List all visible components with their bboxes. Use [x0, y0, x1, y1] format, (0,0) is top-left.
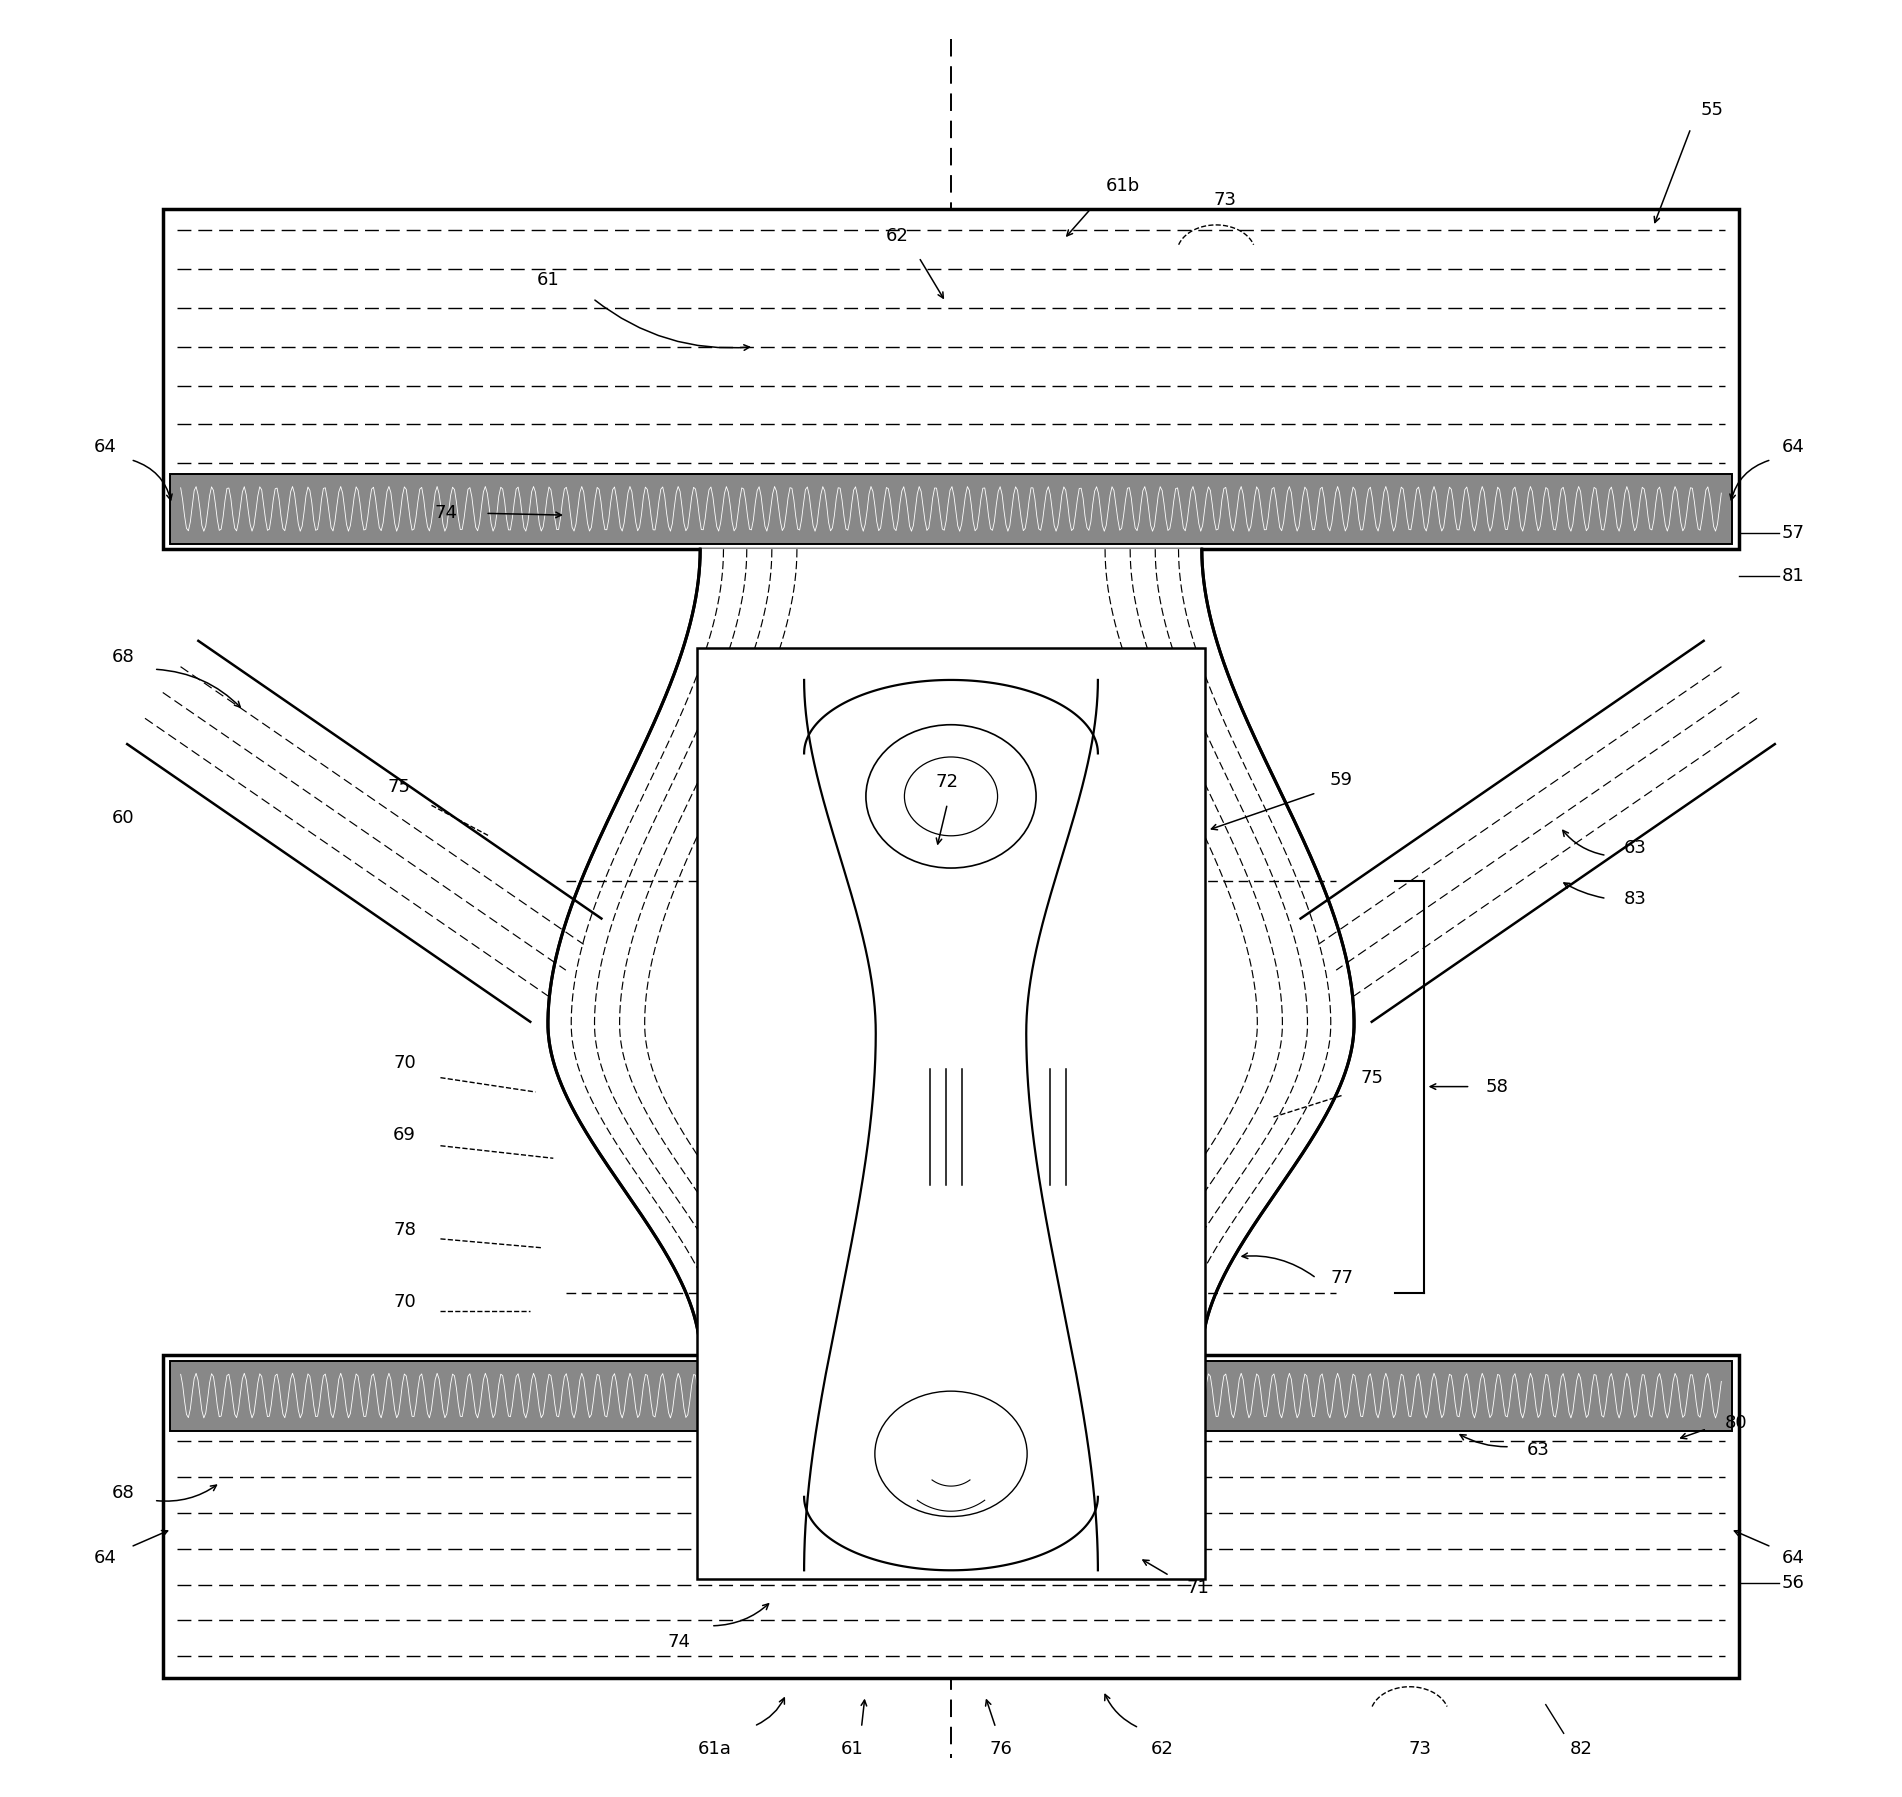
Ellipse shape — [905, 757, 997, 836]
Polygon shape — [1301, 642, 1775, 1022]
Text: 58: 58 — [1485, 1078, 1508, 1096]
Text: 63: 63 — [1527, 1441, 1550, 1459]
Polygon shape — [127, 642, 601, 1022]
Text: 71: 71 — [1187, 1580, 1210, 1598]
Text: 73: 73 — [1409, 1741, 1432, 1759]
Polygon shape — [805, 679, 1097, 1571]
Bar — [169, 1360, 1733, 1430]
Text: 69: 69 — [394, 1127, 417, 1145]
Bar — [696, 647, 1206, 1580]
Text: 74: 74 — [668, 1633, 690, 1651]
Text: 76: 76 — [989, 1741, 1012, 1759]
Text: 62: 62 — [886, 226, 909, 244]
Text: 64: 64 — [1782, 438, 1805, 456]
Ellipse shape — [875, 1391, 1027, 1517]
Text: 75: 75 — [388, 778, 411, 796]
Text: 68: 68 — [112, 647, 135, 665]
Polygon shape — [548, 550, 1354, 1355]
Text: 80: 80 — [1725, 1414, 1746, 1432]
Text: 61a: 61a — [698, 1741, 732, 1759]
Text: 70: 70 — [394, 1292, 417, 1310]
Text: 68: 68 — [112, 1484, 135, 1502]
Text: 64: 64 — [1782, 1549, 1805, 1567]
Bar — [164, 1355, 1738, 1678]
Text: 70: 70 — [394, 1055, 417, 1073]
Text: 83: 83 — [1624, 890, 1647, 907]
Bar — [169, 474, 1733, 544]
Text: 61: 61 — [536, 271, 559, 289]
Text: 60: 60 — [112, 809, 135, 827]
Text: 61b: 61b — [1105, 176, 1139, 194]
Text: 64: 64 — [93, 438, 116, 456]
Text: 72: 72 — [936, 773, 959, 791]
Text: 77: 77 — [1329, 1269, 1352, 1287]
Text: 73: 73 — [1213, 190, 1236, 208]
Text: 64: 64 — [93, 1549, 116, 1567]
Text: 61: 61 — [841, 1741, 864, 1759]
Text: 75: 75 — [1360, 1069, 1383, 1087]
Text: 59: 59 — [1329, 771, 1352, 789]
Text: 63: 63 — [1624, 839, 1647, 857]
Text: 78: 78 — [394, 1220, 417, 1238]
Text: 81: 81 — [1782, 568, 1805, 586]
Text: 62: 62 — [1151, 1741, 1174, 1759]
Bar — [164, 208, 1738, 550]
Ellipse shape — [865, 724, 1037, 868]
Text: 74: 74 — [434, 505, 456, 523]
Text: 82: 82 — [1571, 1741, 1594, 1759]
Text: 56: 56 — [1782, 1574, 1805, 1592]
Text: 55: 55 — [1700, 101, 1723, 119]
Text: 57: 57 — [1782, 525, 1805, 543]
